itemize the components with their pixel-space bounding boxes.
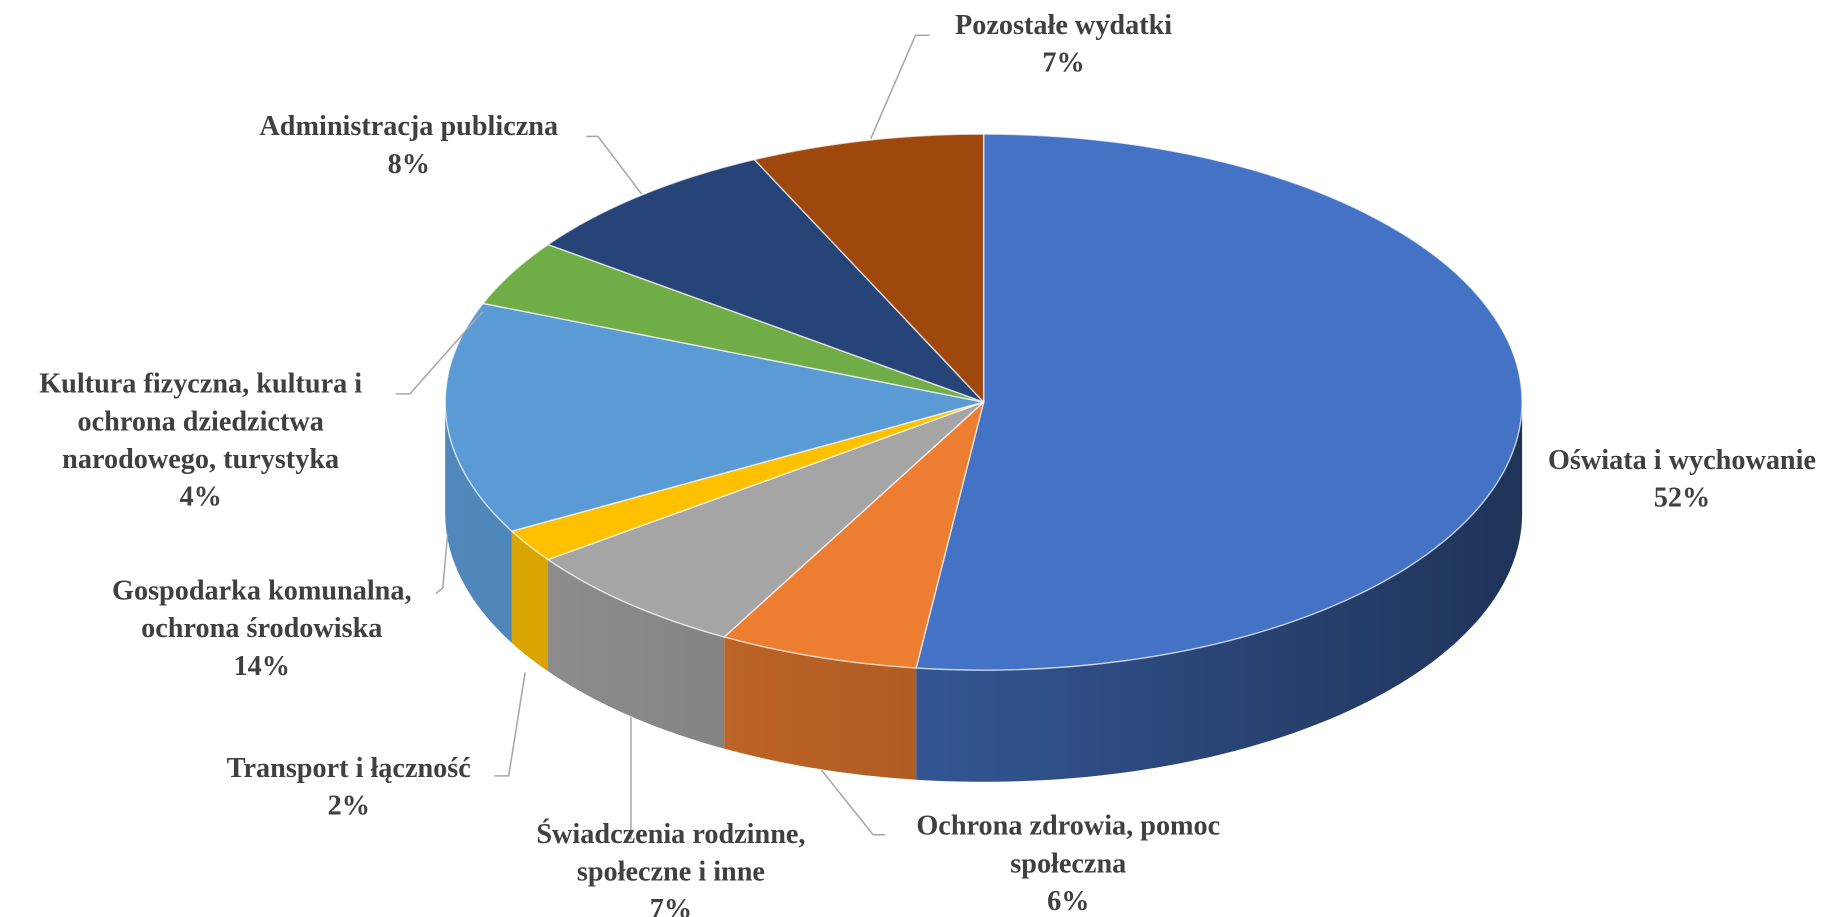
- pie-slice: [915, 133, 1523, 671]
- data-label: Oświata i wychowanie 52%: [1511, 397, 1845, 562]
- pie-side-shade: [548, 559, 725, 749]
- leader-line: [586, 135, 643, 195]
- category-label: Pozostałe wydatki: [955, 10, 1173, 42]
- data-labels: Oświata i wychowanie 52% Ochrona zdrowia, …: [7, 0, 1845, 917]
- label-box: Transport i łączność 2%: [190, 705, 507, 870]
- label-box: Pozostałe wydatki 7%: [923, 0, 1205, 127]
- value-label: 8%: [387, 149, 430, 180]
- pie-sides: [445, 402, 1523, 782]
- leader-lines: [395, 34, 930, 840]
- label-box: Kultura fizyczna, kultura i ochrona dzie…: [7, 359, 395, 524]
- data-label: Pozostałe wydatki 7%: [923, 0, 1205, 127]
- label-box: Administracja publiczna 8%: [221, 63, 597, 228]
- value-label: 6%: [1047, 886, 1090, 917]
- pie-slice: [546, 401, 985, 638]
- category-label: Ochrona zdrowia, pomoc społeczna: [916, 811, 1221, 880]
- pie-side-shade: [445, 402, 512, 643]
- pie-slice: [753, 133, 985, 404]
- label-box: Gospodarka komunalna, ochrona środowiska…: [74, 547, 450, 712]
- data-label: Ochrona zdrowia, pomoc społeczna 6%: [880, 782, 1256, 917]
- data-label: Gospodarka komunalna, ochrona środowiska…: [74, 547, 450, 712]
- leader-line: [820, 769, 885, 836]
- data-label: Transport i łączność 2%: [190, 705, 507, 870]
- value-label: 7%: [1042, 48, 1085, 79]
- leader-line: [395, 311, 484, 395]
- pie-side-shade: [511, 531, 549, 672]
- category-label: Gospodarka komunalna, ochrona środowiska: [112, 576, 412, 645]
- category-label: Administracja publiczna: [259, 111, 559, 143]
- pie-side-shade: [916, 402, 1523, 782]
- leader-line: [494, 672, 526, 777]
- pie-slice: [546, 158, 985, 403]
- data-label: Administracja publiczna 8%: [221, 63, 597, 228]
- value-label: 2%: [327, 791, 370, 822]
- pie-slice: [444, 302, 984, 532]
- category-label: Świadczenia rodzinne, społeczne i inne: [536, 819, 806, 888]
- category-label: Oświata i wychowanie: [1547, 445, 1816, 477]
- category-label: Kultura fizyczna, kultura i ochrona dzie…: [39, 369, 363, 475]
- pie-tops: [444, 133, 1523, 671]
- leader-line: [870, 34, 930, 140]
- pie-side-shade: [724, 636, 917, 780]
- label-box: Ochrona zdrowia, pomoc społeczna 6%: [880, 782, 1256, 917]
- data-label: Kultura fizyczna, kultura i ochrona dzie…: [7, 359, 395, 524]
- leader-line: [435, 534, 449, 595]
- value-label: 14%: [233, 651, 291, 682]
- pie-slice: [722, 399, 985, 669]
- label-box: Świadczenia rodzinne, społeczne i inne 7%: [506, 790, 835, 917]
- category-label: Transport i łączność: [226, 753, 471, 785]
- value-label: 4%: [179, 482, 222, 513]
- label-box: Oświata i wychowanie 52%: [1511, 397, 1845, 562]
- value-label: 7%: [649, 894, 693, 917]
- value-label: 52%: [1653, 483, 1711, 514]
- data-label: Świadczenia rodzinne, społeczne i inne 7%: [506, 790, 835, 917]
